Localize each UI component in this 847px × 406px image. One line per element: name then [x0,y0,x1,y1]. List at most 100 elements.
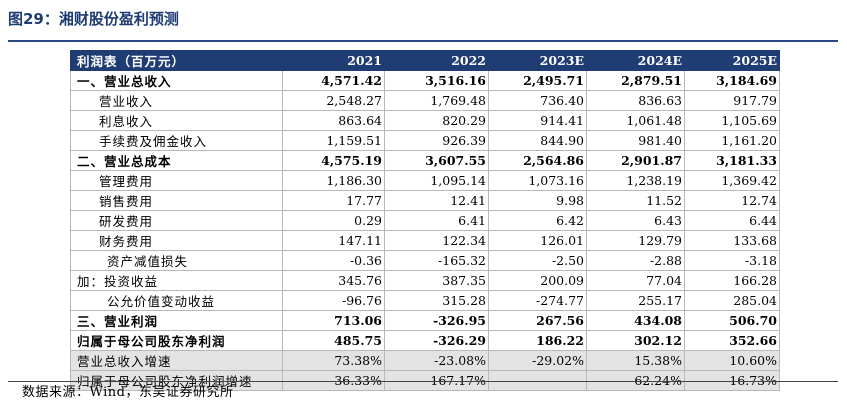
row-value: -0.36 [282,250,385,271]
row-value: -326.95 [384,310,489,331]
row-value: 133.68 [684,230,780,251]
row-label: 归属于母公司股东净利润增速 [70,370,283,391]
row-value: 506.70 [684,310,780,331]
row-value: 12.41 [384,190,489,211]
row-value: 3,181.33 [684,150,780,171]
header-label: 利润表（百万元） [70,50,283,71]
row-value: 485.75 [282,330,385,351]
row-label: 资产减值损失 [70,250,283,271]
row-label: 归属于母公司股东净利润 [70,330,283,351]
row-value: 1,369.42 [684,170,780,191]
row-value: 6.44 [684,210,780,231]
row-value: 10.60% [684,350,780,371]
row-label: 加：投资收益 [70,270,283,291]
row-value: 3,607.55 [384,150,489,171]
row-value: 9.98 [488,190,587,211]
row-label: 财务费用 [70,230,283,251]
row-value: -2.88 [586,250,685,271]
row-value: 2,495.71 [488,70,587,91]
row-value: 12.74 [684,190,780,211]
row-value: -165.32 [384,250,489,271]
row-label: 销售费用 [70,190,283,211]
table-row: 公允价值变动收益 -96.76 315.28 -274.77 255.17 285.04 [70,290,780,311]
table-row: 财务费用 147.11 122.34 126.01 129.79 133.68 [70,230,780,251]
table-body: 利润表（百万元） 2021 2022 2023E 2024E 2025E 一、营… [70,50,780,391]
row-value: 267.56 [488,310,587,331]
row-label: 营业总收入增速 [70,350,283,371]
row-value: 1,769.48 [384,90,489,111]
table-row: 三、营业利润 713.06 -326.95 267.56 434.08 506.70 [70,310,780,331]
header-row: 利润表（百万元） 2021 2022 2023E 2024E 2025E [70,50,780,71]
row-value: 1,095.14 [384,170,489,191]
table-row: 加：投资收益 345.76 387.35 200.09 77.04 166.28 [70,270,780,291]
table-row: 销售费用 17.77 12.41 9.98 11.52 12.74 [70,190,780,211]
row-value: -96.76 [282,290,385,311]
table-row: 研发费用 0.29 6.41 6.42 6.43 6.44 [70,210,780,231]
table-row: 营业总收入增速 73.38% -23.08% -29.02% 15.38% 10.60% [70,350,780,371]
row-value: 926.39 [384,130,489,151]
row-value: 1,186.30 [282,170,385,191]
row-value: 1,105.69 [684,110,780,131]
row-value: 434.08 [586,310,685,331]
row-label: 管理费用 [70,170,283,191]
table-row: 二、营业总成本 4,575.19 3,607.55 2,564.86 2,901.87 3… [70,150,780,171]
row-value: 1,061.48 [586,110,685,131]
row-value: 6.42 [488,210,587,231]
table-row: 一、营业总收入 4,571.42 3,516.16 2,495.71 2,879.51 3… [70,70,780,91]
row-value: 16.73% [684,370,780,391]
row-value: 73.38% [282,350,385,371]
row-value: 387.35 [384,270,489,291]
row-value: 1,073.16 [488,170,587,191]
row-value: -3.18 [684,250,780,271]
row-value: -29.02% [488,350,587,371]
row-value: 62.24% [586,370,685,391]
row-value: -2.50 [488,250,587,271]
row-label: 一、营业总收入 [70,70,283,91]
row-value: 713.06 [282,310,385,331]
row-value: 126.01 [488,230,587,251]
header-year: 2024E [586,50,685,71]
row-value: 17.77 [282,190,385,211]
row-value: 914.41 [488,110,587,131]
row-value: 166.28 [684,270,780,291]
source-note: 数据来源：Wind，东吴证券研究所 [22,385,234,400]
row-value: 315.28 [384,290,489,311]
footer-divider [8,381,838,382]
row-value: -23.08% [384,350,489,371]
row-value: 352.66 [684,330,780,351]
row-value: 4,575.19 [282,150,385,171]
row-value: 6.43 [586,210,685,231]
row-value: 129.79 [586,230,685,251]
header-year: 2021 [282,50,385,71]
row-value: -167.17% [384,370,489,391]
row-value: 2,548.27 [282,90,385,111]
row-value: -326.29 [384,330,489,351]
row-label: 研发费用 [70,210,283,231]
row-value: 11.52 [586,190,685,211]
row-value: 820.29 [384,110,489,131]
table-row: 利息收入 863.64 820.29 914.41 1,061.48 1,105.69 [70,110,780,131]
row-label: 手续费及佣金收入 [70,130,283,151]
table-row: 手续费及佣金收入 1,159.51 926.39 844.90 981.40 1,161.… [70,130,780,151]
header-year: 2022 [384,50,489,71]
table-row: 管理费用 1,186.30 1,095.14 1,073.16 1,238.19 1,36… [70,170,780,191]
row-value: 302.12 [586,330,685,351]
row-value: 200.09 [488,270,587,291]
row-value: 1,238.19 [586,170,685,191]
income-statement-table: 利润表（百万元） 2021 2022 2023E 2024E 2025E 一、营… [70,50,780,391]
row-value: 255.17 [586,290,685,311]
row-value: 4,571.42 [282,70,385,91]
row-value: 36.33% [282,370,385,391]
row-value: 147.11 [282,230,385,251]
row-value: 2,901.87 [586,150,685,171]
table-row: 资产减值损失 -0.36 -165.32 -2.50 -2.88 -3.18 [70,250,780,271]
row-label: 二、营业总成本 [70,150,283,171]
row-label: 利息收入 [70,110,283,131]
row-value: 3,184.69 [684,70,780,91]
row-value: 836.63 [586,90,685,111]
row-value: 0.29 [282,210,385,231]
header-year: 2025E [684,50,780,71]
figure-title: 图29：湘财股份盈利预测 [8,10,179,28]
title-divider [8,40,838,42]
